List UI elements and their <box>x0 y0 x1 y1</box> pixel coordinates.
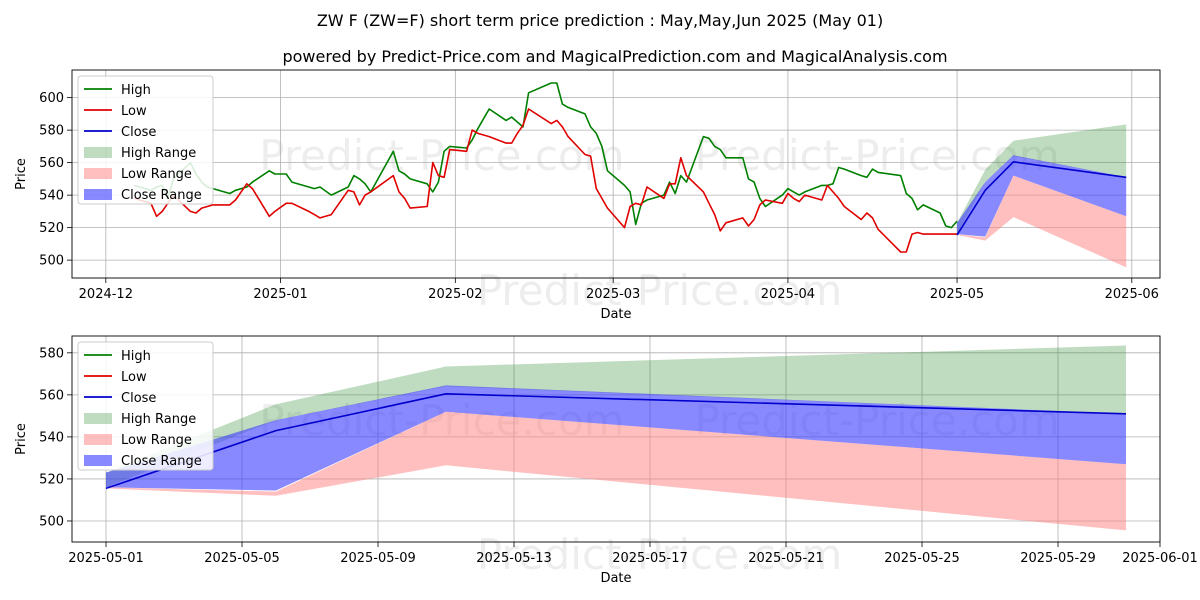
legend-label: Close Range <box>121 188 202 203</box>
y-tick-label: 560 <box>39 156 64 171</box>
y-tick-label: 500 <box>39 254 64 269</box>
y-tick-label: 600 <box>39 91 64 106</box>
x-tick-label: 2025-02 <box>428 287 482 302</box>
y-tick-label: 520 <box>39 472 64 487</box>
plot-frame <box>71 335 1161 543</box>
legend-label: High Range <box>121 146 196 161</box>
legend-label: Low <box>121 104 147 119</box>
legend-label: Close <box>121 125 156 140</box>
x-tick-label: 2025-05-25 <box>884 551 960 566</box>
legend-label: High Range <box>121 412 196 427</box>
y-tick-label: 580 <box>39 124 64 139</box>
legend-label: High <box>121 349 151 364</box>
legend-swatch-close-range <box>84 455 112 466</box>
x-axis-label: Date <box>600 571 631 586</box>
legend-label: Low <box>121 370 147 385</box>
high-range-band <box>106 345 1126 488</box>
x-tick-label: 2025-05-09 <box>340 551 416 566</box>
legend-swatch-close-range <box>84 189 112 200</box>
legend-label: Close Range <box>121 454 202 469</box>
x-tick-label: 2025-05-13 <box>476 551 552 566</box>
x-tick-label: 2025-06-01 <box>1122 551 1198 566</box>
legend: High Low Close High Range Low Range Close Ran… <box>77 75 214 205</box>
legend-swatch-low-range <box>84 434 112 445</box>
y-axis-label: Price <box>14 423 29 455</box>
legend-swatch-high-range <box>84 413 112 424</box>
watermark-text: Predict-Price.com <box>259 131 624 180</box>
close-line <box>956 161 1127 236</box>
y-tick-label: 580 <box>39 346 64 361</box>
plot-frame <box>71 69 1161 279</box>
y-tick-label: 560 <box>39 388 64 403</box>
low-range-band <box>957 175 1127 268</box>
chart-subtitle: powered by Predict-Price.com and Magical… <box>282 47 947 66</box>
legend-label: Close <box>121 391 156 406</box>
legend-swatch-high-range <box>84 147 112 158</box>
legend-label: Low Range <box>121 433 192 448</box>
x-tick-label: 2025-05-05 <box>204 551 280 566</box>
high-range-band <box>957 124 1127 235</box>
x-tick-label: 2025-05 <box>930 287 984 302</box>
watermark-text: Predict-Price.com <box>477 266 842 315</box>
panel-forecast-zoom: Predict-Price.comPredict-Price.comPredic… <box>14 335 1198 586</box>
x-tick-label: 2024-12 <box>79 287 133 302</box>
x-tick-label: 2025-05-17 <box>612 551 688 566</box>
x-tick-label: 2025-05-01 <box>68 551 144 566</box>
low-line <box>133 108 958 253</box>
legend-label: High <box>121 83 151 98</box>
x-tick-label: 2025-01 <box>253 287 307 302</box>
y-tick-label: 540 <box>39 430 64 445</box>
legend: High Low Close High Range Low Range Close Ran… <box>77 341 214 471</box>
panel-full-history: Predict-Price.com Predict-Price.comPredic… <box>14 69 1161 322</box>
x-tick-label: 2025-05-21 <box>748 551 824 566</box>
y-axis-label: Price <box>14 158 29 190</box>
low-range-band <box>106 411 1126 531</box>
legend-label: Low Range <box>121 167 192 182</box>
x-tick-label: 2025-06 <box>1105 287 1159 302</box>
y-tick-label: 500 <box>39 514 64 529</box>
y-tick-label: 520 <box>39 221 64 236</box>
legend-swatch-low-range <box>84 168 112 179</box>
x-tick-label: 2025-05-29 <box>1020 551 1096 566</box>
x-axis-label: Date <box>600 307 631 322</box>
x-tick-label: 2025-04 <box>761 287 815 302</box>
x-tick-label: 2025-03 <box>586 287 640 302</box>
y-tick-label: 540 <box>39 189 64 204</box>
high-line <box>133 82 958 229</box>
chart-title: ZW F (ZW=F) short term price prediction … <box>317 11 883 30</box>
watermark-text: Predict-Price.com <box>477 530 842 579</box>
